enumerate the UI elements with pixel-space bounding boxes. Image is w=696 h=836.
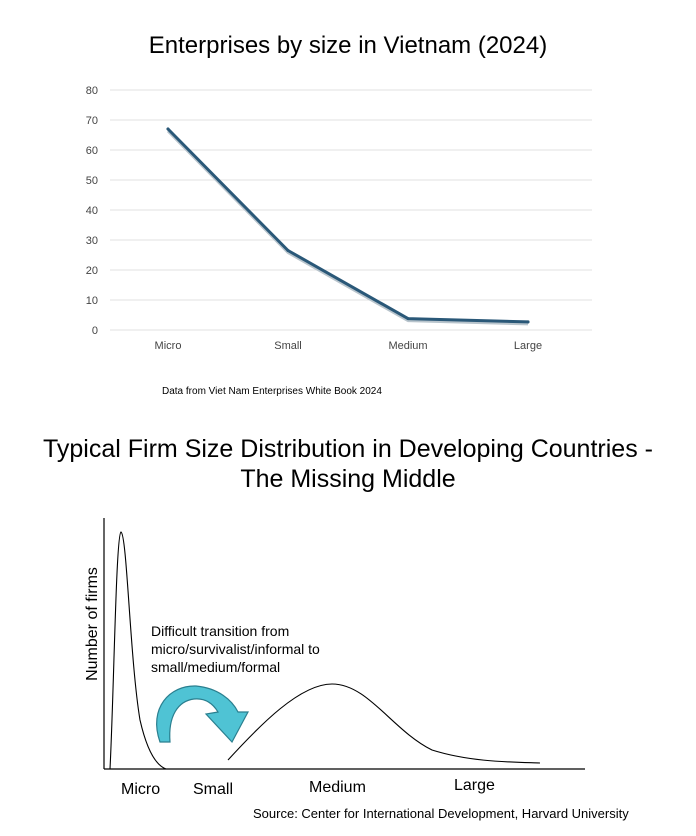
- chart1-data-point: [526, 320, 530, 324]
- chart2-annotation-line: micro/survivalist/informal to: [151, 641, 320, 657]
- chart1-x-tick-label: Medium: [388, 340, 427, 352]
- chart1-x-tick-label: Small: [274, 340, 302, 352]
- chart2-x-label-medium: Medium: [309, 779, 366, 796]
- chart1-x-tick-labels: Micro Small Medium Large: [155, 340, 543, 352]
- chart2-y-axis-label: Number of firms: [84, 567, 101, 681]
- chart1-x-tick-label: Large: [514, 340, 542, 352]
- chart1-title: Enterprises by size in Vietnam (2024): [148, 32, 548, 59]
- chart2-title-line1: Typical Firm Size Distribution in Develo…: [43, 435, 653, 463]
- chart1-data-point: [406, 317, 410, 321]
- chart1-y-tick-labels: 0 10 20 30 40 50 60 70 80: [86, 85, 98, 337]
- chart1-x-tick-label: Micro: [155, 340, 182, 352]
- chart2-x-label-micro: Micro: [121, 781, 161, 798]
- chart2-x-label-large: Large: [454, 777, 495, 794]
- chart1-data-point: [286, 249, 290, 252]
- chart1-series: [166, 127, 530, 326]
- chart2-annotation-line: small/medium/formal: [151, 659, 281, 675]
- chart2-micro-curve: [109, 531, 167, 770]
- chart2-annotation: Difficult transition from micro/survival…: [151, 622, 320, 676]
- chart1-y-tick-label: 40: [86, 205, 98, 217]
- chart1-source-note: Data from Viet Nam Enterprises White Boo…: [162, 386, 382, 397]
- chart1-y-tick-label: 50: [86, 175, 98, 187]
- chart1-y-tick-label: 10: [86, 295, 98, 307]
- chart1-y-tick-label: 80: [86, 85, 98, 97]
- chart1-data-point: [166, 127, 170, 131]
- chart1-gridlines: [110, 89, 592, 331]
- chart1-y-tick-label: 60: [86, 145, 98, 157]
- chart1-y-tick-label: 30: [86, 235, 98, 247]
- chart2-annotation-line: Difficult transition from: [151, 623, 290, 639]
- chart1-y-tick-label: 0: [92, 325, 98, 337]
- chart1-y-tick-label: 20: [86, 265, 98, 277]
- chart2-source-note: Source: Center for International Develop…: [253, 806, 629, 821]
- chart1-series-line: [166, 127, 530, 324]
- chart2-x-label-small: Small: [193, 781, 234, 798]
- chart2-title-line2: The Missing Middle: [240, 465, 456, 493]
- chart1-y-tick-label: 70: [86, 115, 98, 127]
- chart2-title: Typical Firm Size Distribution in Develo…: [0, 434, 696, 494]
- chart1-plot: 0 10 20 30 40 50 60 70 80 Micro Small Medium Large: [86, 85, 592, 352]
- chart2-transition-arrow: [156, 685, 249, 744]
- chart2-medium-large-curve: [227, 683, 541, 764]
